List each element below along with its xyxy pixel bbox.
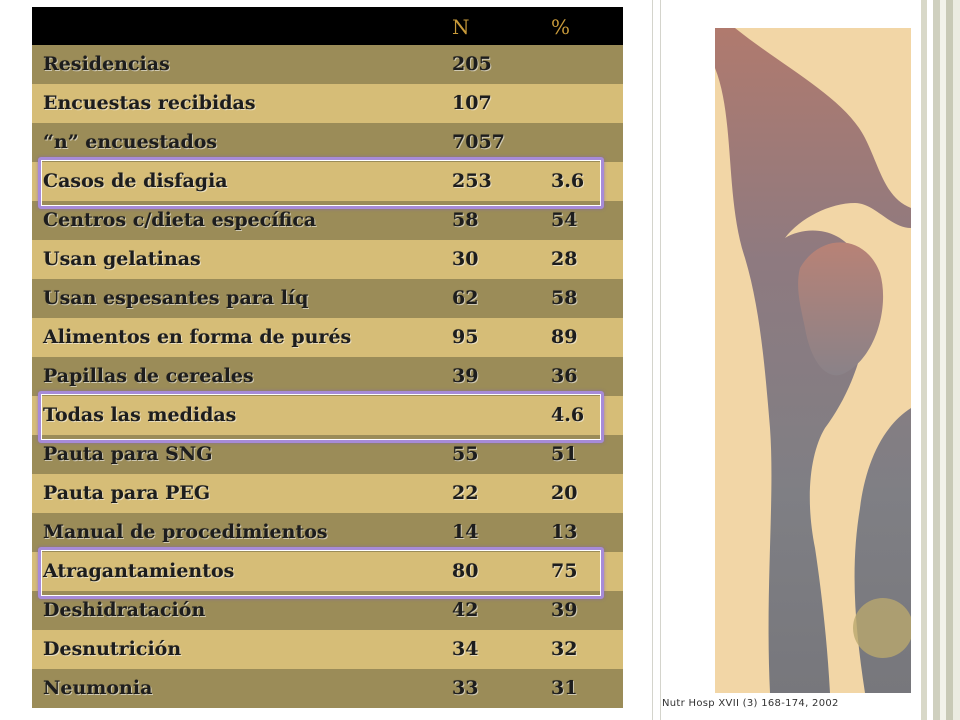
row-pct: 36 [551, 365, 578, 387]
table-row: Papillas de cereales 39 36 [32, 357, 623, 396]
frame-line-left [652, 0, 653, 720]
table-row: Neumonia 33 31 [32, 669, 623, 708]
row-label: Todas las medidas [43, 404, 237, 426]
row-n: 107 [452, 92, 492, 114]
anatomical-throat-illustration [715, 28, 911, 693]
row-n: 14 [452, 521, 479, 543]
row-pct: 3.6 [551, 170, 585, 192]
row-label: Residencias [43, 53, 170, 75]
row-n: 95 [452, 326, 479, 348]
row-pct: 51 [551, 443, 578, 465]
table-row: Casos de disfagia 253 3.6 [32, 162, 623, 201]
row-label: Pauta para SNG [43, 443, 213, 465]
decorative-circle [853, 598, 911, 658]
row-label: Papillas de cereales [43, 365, 254, 387]
row-n: 205 [452, 53, 492, 75]
table-header-row: N % [32, 7, 623, 45]
citation-text: Nutr Hosp XVII (3) 168-174, 2002 [662, 698, 839, 709]
row-label: Usan espesantes para líq [43, 287, 309, 309]
row-label: Alimentos en forma de purés [43, 326, 352, 348]
row-pct: 89 [551, 326, 578, 348]
row-pct: 58 [551, 287, 578, 309]
table-row: Pauta para SNG 55 51 [32, 435, 623, 474]
row-n: 33 [452, 677, 479, 699]
row-pct: 13 [551, 521, 578, 543]
airway-shape [715, 68, 772, 693]
row-n: 42 [452, 599, 479, 621]
palate-shape [735, 28, 911, 208]
row-n: 62 [452, 287, 479, 309]
header-n: N [452, 15, 470, 39]
row-n: 22 [452, 482, 479, 504]
row-pct: 54 [551, 209, 578, 231]
row-pct: 39 [551, 599, 578, 621]
tongue-shape [798, 242, 884, 376]
row-label: Usan gelatinas [43, 248, 201, 270]
header-pct: % [551, 15, 571, 39]
table-row: Manual de procedimientos 14 13 [32, 513, 623, 552]
row-label: Neumonia [43, 677, 153, 699]
decorative-border-strip [918, 0, 960, 720]
table-row: Desnutrición 34 32 [32, 630, 623, 669]
row-n: 30 [452, 248, 479, 270]
row-pct: 75 [551, 560, 578, 582]
row-label: Deshidratación [43, 599, 206, 621]
row-label: Casos de disfagia [43, 170, 228, 192]
row-label: Manual de procedimientos [43, 521, 328, 543]
row-pct: 20 [551, 482, 578, 504]
row-pct: 31 [551, 677, 578, 699]
row-label: “n” encuestados [43, 131, 218, 153]
row-label: Desnutrición [43, 638, 182, 660]
table-row: Usan espesantes para líq 62 58 [32, 279, 623, 318]
row-n: 55 [452, 443, 479, 465]
row-label: Encuestas recibidas [43, 92, 256, 114]
row-label: Centros c/dieta específica [43, 209, 317, 231]
table-row: Residencias 205 [32, 45, 623, 84]
row-n: 34 [452, 638, 479, 660]
data-table: N % Residencias 205 Encuestas recibidas … [32, 7, 623, 708]
table-row: Alimentos en forma de purés 95 89 [32, 318, 623, 357]
row-pct: 4.6 [551, 404, 585, 426]
table-row: Pauta para PEG 22 20 [32, 474, 623, 513]
table-row: Centros c/dieta específica 58 54 [32, 201, 623, 240]
row-n: 80 [452, 560, 479, 582]
row-pct: 32 [551, 638, 578, 660]
row-pct: 28 [551, 248, 578, 270]
row-n: 58 [452, 209, 479, 231]
row-n: 253 [452, 170, 492, 192]
row-n: 7057 [452, 131, 505, 153]
table-row: “n” encuestados 7057 [32, 123, 623, 162]
pharynx-shape [785, 203, 911, 693]
row-n: 39 [452, 365, 479, 387]
table-row: Atragantamientos 80 75 [32, 552, 623, 591]
table-row: Encuestas recibidas 107 [32, 84, 623, 123]
table-row: Usan gelatinas 30 28 [32, 240, 623, 279]
table-row: Deshidratación 42 39 [32, 591, 623, 630]
row-label: Pauta para PEG [43, 482, 211, 504]
row-label: Atragantamientos [43, 560, 235, 582]
frame-line-right [660, 0, 661, 720]
table-row: Todas las medidas 4.6 [32, 396, 623, 435]
